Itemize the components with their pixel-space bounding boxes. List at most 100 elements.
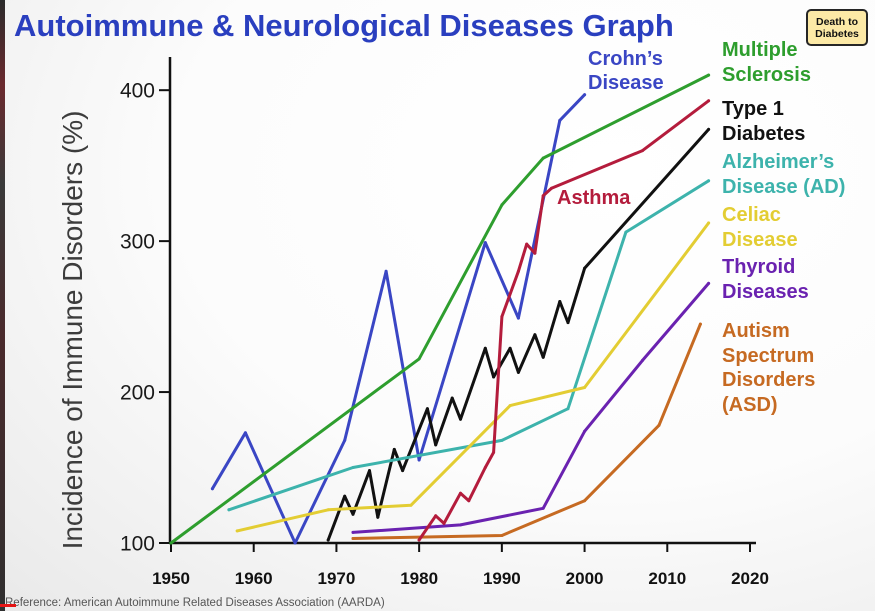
video-progress-bar[interactable]	[0, 604, 16, 607]
data-point-autism-spectrum-disorders-asd	[583, 499, 587, 503]
data-point-type-1-diabetes	[459, 417, 462, 421]
data-point-celiac-disease	[409, 503, 413, 507]
data-point-celiac-disease	[235, 529, 239, 533]
data-point-type-1-diabetes	[368, 469, 371, 473]
data-point-celiac-disease	[508, 404, 512, 408]
y-tick-label: 200	[120, 382, 155, 405]
series-line-alzheimer-s-disease-ad	[227, 179, 711, 512]
series-multiple-sclerosis	[169, 73, 711, 545]
data-point-asthma	[492, 450, 496, 454]
left-frame-edge	[0, 0, 5, 611]
x-tick-label: 2020	[731, 569, 769, 588]
series-crohn-s-disease	[210, 93, 587, 545]
data-point-thyroid-diseases	[641, 358, 644, 362]
logo-line-1: Death to	[816, 16, 858, 28]
logo-line-2: Diabetes	[815, 28, 859, 40]
data-point-autism-spectrum-disorders-asd	[698, 322, 702, 326]
data-point-crohn-s-disease	[384, 269, 388, 273]
data-point-crohn-s-disease	[558, 118, 562, 122]
data-point-celiac-disease	[326, 508, 330, 512]
data-point-asthma	[641, 149, 644, 153]
series-alzheimer-s-disease-ad	[227, 179, 711, 512]
data-point-type-1-diabetes	[516, 370, 520, 374]
data-point-thyroid-diseases	[541, 506, 545, 510]
x-tick-label: 2010	[648, 569, 686, 588]
series-label-thyroid-diseases: Thyroid Diseases	[722, 256, 809, 303]
data-point-crohn-s-disease	[293, 541, 297, 545]
series-line-type-1-diabetes	[326, 127, 711, 542]
data-point-multiple-sclerosis	[707, 73, 711, 77]
data-point-asthma	[417, 538, 421, 542]
data-point-autism-spectrum-disorders-asd	[351, 537, 355, 540]
y-tick-label: 300	[120, 231, 155, 254]
data-point-asthma	[707, 99, 711, 103]
data-point-celiac-disease	[707, 221, 711, 225]
death-to-diabetes-logo: Death to Diabetes	[806, 9, 868, 46]
data-point-thyroid-diseases	[707, 281, 711, 285]
data-point-alzheimer-s-disease-ad	[566, 407, 570, 411]
data-point-multiple-sclerosis	[541, 156, 545, 160]
series-asthma	[417, 99, 711, 542]
data-point-multiple-sclerosis	[417, 357, 421, 361]
series-celiac-disease	[235, 221, 711, 533]
data-point-type-1-diabetes	[326, 538, 330, 542]
data-point-alzheimer-s-disease-ad	[351, 466, 355, 469]
data-point-type-1-diabetes	[401, 469, 405, 473]
data-point-type-1-diabetes	[392, 447, 396, 451]
y-tick-label: 400	[120, 80, 155, 103]
axes	[168, 57, 756, 545]
reference-note: Reference: American Autoimmune Related D…	[5, 597, 385, 609]
data-point-crohn-s-disease	[483, 241, 487, 245]
data-point-type-1-diabetes	[533, 333, 537, 337]
data-point-asthma	[467, 499, 471, 503]
series-autism-spectrum-disorders-asd	[351, 322, 702, 540]
data-point-autism-spectrum-disorders-asd	[500, 534, 504, 537]
data-point-type-1-diabetes	[351, 512, 355, 516]
data-point-thyroid-diseases	[459, 523, 462, 527]
data-point-type-1-diabetes	[541, 355, 545, 359]
data-point-asthma	[483, 466, 487, 469]
data-point-multiple-sclerosis	[169, 541, 173, 545]
data-point-asthma	[533, 251, 537, 255]
data-point-type-1-diabetes	[483, 346, 487, 350]
series-label-multiple-sclerosis: Multiple Sclerosis	[722, 39, 811, 86]
data-point-crohn-s-disease	[417, 458, 421, 462]
x-tick-label: 1990	[483, 569, 521, 588]
data-point-alzheimer-s-disease-ad	[500, 438, 504, 442]
data-point-thyroid-diseases	[583, 429, 587, 433]
data-point-type-1-diabetes	[492, 375, 496, 379]
x-tick-label: 1950	[152, 569, 190, 588]
data-point-alzheimer-s-disease-ad	[707, 179, 711, 183]
data-point-crohn-s-disease	[343, 438, 347, 442]
data-point-asthma	[541, 194, 545, 198]
data-point-asthma	[442, 521, 446, 525]
y-ticks: 100 200 300 400	[120, 80, 170, 556]
series-label-alzheimers-disease: Alzheimer’s Disease (AD)	[722, 151, 846, 198]
series-line-celiac-disease	[235, 221, 711, 533]
data-point-type-1-diabetes	[450, 396, 454, 400]
x-tick-label: 1970	[318, 569, 356, 588]
data-point-alzheimer-s-disease-ad	[624, 230, 628, 234]
data-point-crohn-s-disease	[210, 487, 214, 491]
data-point-asthma	[550, 186, 553, 190]
data-point-asthma	[516, 269, 520, 273]
data-point-type-1-diabetes	[583, 266, 587, 270]
series-line-thyroid-diseases	[351, 281, 711, 534]
series-lines	[169, 73, 711, 545]
data-point-autism-spectrum-disorders-asd	[657, 423, 661, 427]
series-label-crohns-disease: Crohn’s Disease	[588, 48, 664, 94]
data-point-type-1-diabetes	[434, 443, 438, 447]
data-point-asthma	[434, 514, 438, 518]
x-ticks: 1950 1960 1970 1980 1990 2000 2010 2020	[152, 543, 769, 588]
data-point-asthma	[500, 315, 504, 319]
data-point-alzheimer-s-disease-ad	[227, 508, 231, 512]
x-tick-label: 1980	[400, 569, 438, 588]
data-point-thyroid-diseases	[351, 530, 355, 534]
series-line-crohn-s-disease	[210, 93, 587, 545]
x-tick-label: 2000	[566, 569, 604, 588]
series-label-celiac-disease: Celiac Disease	[722, 204, 798, 251]
series-thyroid-diseases	[351, 281, 711, 534]
y-axis-label: Incidence of Immune Disorders (%)	[57, 110, 88, 550]
data-point-type-1-diabetes	[558, 300, 562, 303]
